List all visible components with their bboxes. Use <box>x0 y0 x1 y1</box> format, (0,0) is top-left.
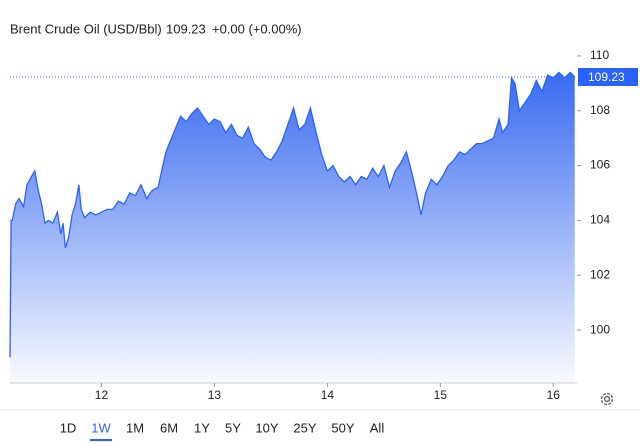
y-tick-label: 104 <box>590 213 610 227</box>
settings-icon[interactable] <box>600 392 614 406</box>
last-price-label: 109.23 <box>588 70 625 84</box>
last-price-badge <box>578 68 638 87</box>
y-tick-label: 100 <box>590 322 610 336</box>
range-button[interactable]: 1Y <box>194 420 210 435</box>
range-button[interactable]: All <box>370 420 385 435</box>
x-tick-label: 16 <box>547 388 561 402</box>
range-button[interactable]: 5Y <box>225 420 241 435</box>
range-button[interactable]: 1M <box>126 420 144 435</box>
range-button[interactable]: 50Y <box>331 420 354 435</box>
range-button[interactable]: 10Y <box>255 420 278 435</box>
y-tick-label: 110 <box>590 48 609 62</box>
x-tick-label: 12 <box>95 388 109 402</box>
header-price: 109.23 <box>166 21 206 36</box>
y-tick-label: 108 <box>590 103 610 117</box>
range-button[interactable]: 1W <box>91 420 111 435</box>
header-change: +0.00 (+0.00%) <box>212 21 302 36</box>
price-line <box>9 71 576 358</box>
x-tick-label: 15 <box>434 388 448 402</box>
range-button[interactable]: 25Y <box>293 420 316 435</box>
x-tick-label: 13 <box>208 388 222 402</box>
x-tick-label: 14 <box>321 388 335 402</box>
range-button[interactable]: 6M <box>160 420 178 435</box>
area <box>10 72 575 384</box>
y-tick-label: 106 <box>590 158 610 172</box>
range-button[interactable]: 1D <box>60 420 77 435</box>
y-tick-label: 102 <box>590 267 610 281</box>
chart-title: Brent Crude Oil (USD/Bbl) <box>10 21 162 36</box>
